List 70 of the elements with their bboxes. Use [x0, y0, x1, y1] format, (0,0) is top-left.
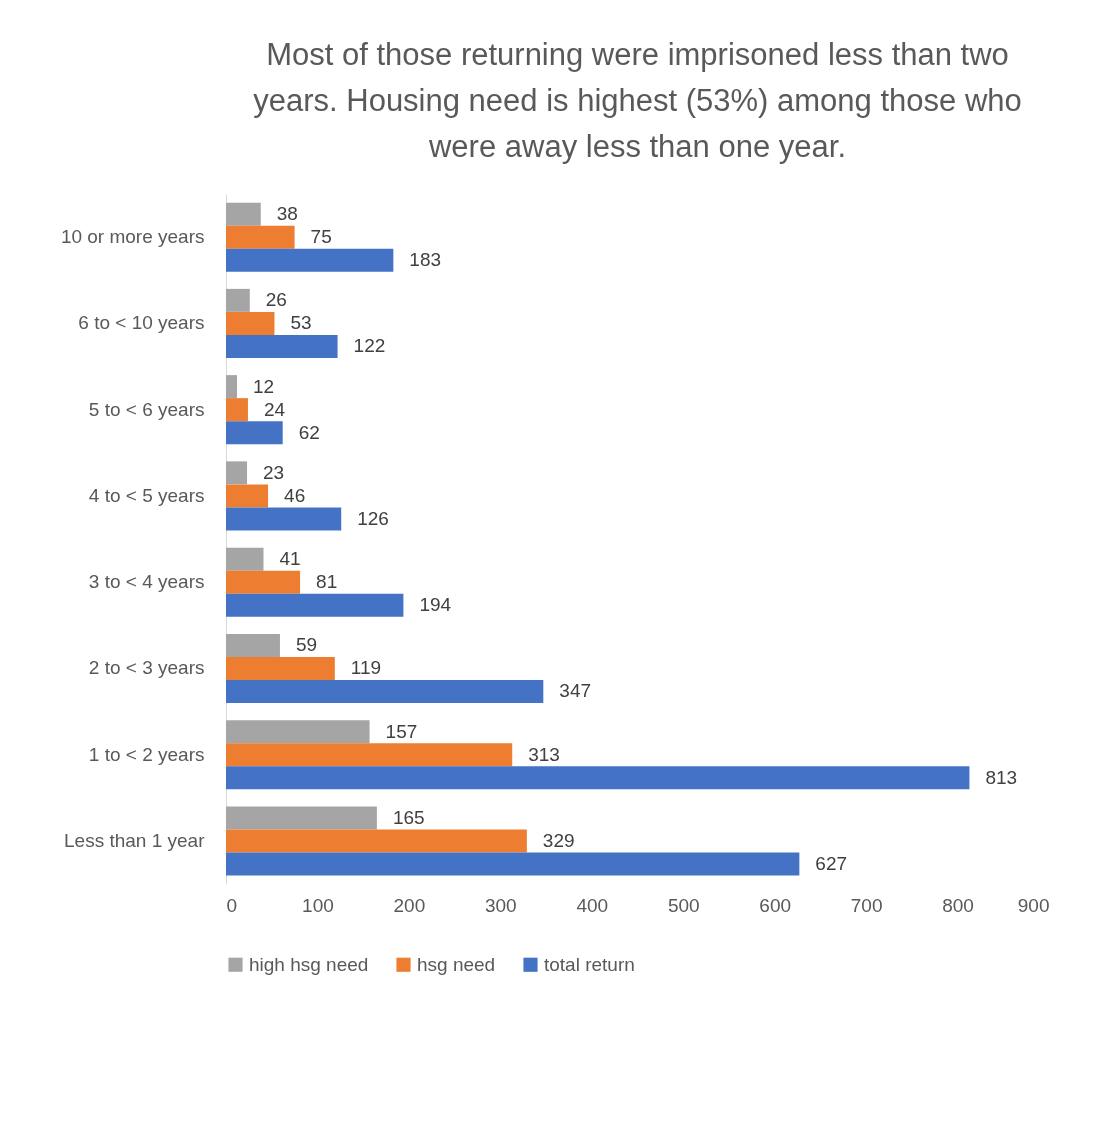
data-label: 119 — [350, 657, 382, 679]
bar — [226, 720, 370, 744]
bar — [226, 852, 800, 876]
x-tick-label: 600 — [759, 894, 792, 916]
data-label: 126 — [357, 507, 389, 529]
bar — [226, 656, 335, 680]
y-tick-label: Less than 1 year — [64, 829, 206, 851]
x-tick-label: 200 — [393, 894, 426, 916]
y-tick-label: 4 to < 5 years — [88, 484, 205, 506]
data-label: 12 — [252, 375, 275, 397]
data-label: 194 — [419, 594, 452, 616]
bar — [226, 679, 544, 703]
chart-title: Most of those returning were imprisoned less than two years. Housing need is highest (53%) among those who were away less than one year. — [253, 37, 1022, 164]
data-label: 313 — [528, 743, 560, 765]
legend-label: total return — [544, 953, 635, 975]
bar — [226, 202, 261, 226]
data-label: 347 — [559, 680, 592, 702]
bar — [226, 334, 338, 358]
bar — [226, 461, 248, 485]
data-label: 122 — [353, 335, 386, 357]
data-label: 59 — [295, 634, 318, 656]
data-label: 46 — [284, 484, 306, 506]
y-tick-label: 2 to < 3 years — [88, 657, 205, 679]
bar — [226, 225, 295, 249]
x-tick-label: 500 — [667, 894, 700, 916]
x-tick-label: 300 — [484, 894, 517, 916]
bar — [226, 593, 404, 617]
data-label: 183 — [409, 249, 442, 271]
y-tick-label: 10 or more years — [60, 226, 205, 248]
data-label: 41 — [279, 548, 301, 570]
bar — [226, 806, 377, 830]
bar — [226, 829, 527, 853]
data-label: 165 — [392, 806, 425, 828]
x-tick-label: 400 — [576, 894, 609, 916]
bar — [226, 484, 269, 508]
data-label: 24 — [263, 398, 286, 420]
bar — [226, 311, 275, 335]
x-tick-label: 0 — [226, 894, 238, 916]
bar — [226, 248, 394, 272]
y-tick-label: 6 to < 10 years — [78, 312, 205, 334]
x-tick-label: 100 — [302, 894, 334, 916]
data-label: 38 — [276, 203, 298, 225]
data-label: 157 — [385, 720, 418, 742]
bar — [226, 547, 264, 571]
y-tick-label: 1 to < 2 years — [88, 743, 205, 765]
data-label: 23 — [263, 461, 285, 483]
bar — [226, 398, 248, 422]
data-label: 75 — [310, 226, 332, 248]
x-tick-label: 700 — [850, 894, 883, 916]
data-label: 62 — [298, 421, 320, 443]
y-tick-label: 3 to < 4 years — [88, 571, 205, 593]
bar — [226, 743, 513, 767]
bar — [226, 421, 283, 445]
y-tick-label: 5 to < 6 years — [88, 398, 205, 420]
bar — [226, 507, 342, 531]
data-label: 81 — [316, 571, 338, 593]
bar — [226, 766, 970, 790]
x-tick-label: 800 — [942, 894, 974, 916]
bar — [226, 288, 250, 312]
legend-label: high hsg need — [249, 953, 369, 975]
legend-label: hsg need — [417, 953, 496, 975]
bar — [226, 633, 280, 657]
data-label: 329 — [542, 829, 575, 851]
x-tick-label: 900 — [1017, 894, 1050, 916]
data-label: 813 — [985, 766, 1018, 788]
data-label: 53 — [290, 312, 312, 334]
bar — [226, 570, 301, 594]
data-label: 26 — [265, 289, 287, 311]
data-label: 627 — [815, 852, 848, 874]
bar — [226, 375, 237, 399]
